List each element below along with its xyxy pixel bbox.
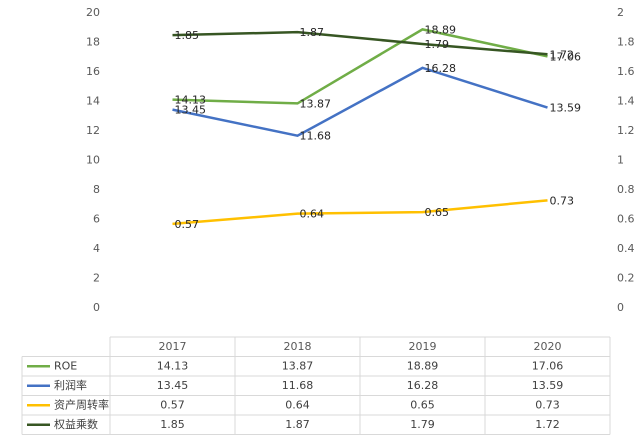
table-cell: 13.87 (282, 359, 314, 372)
y2-tick-label: 0.6 (617, 213, 635, 226)
y2-tick-label: 1.4 (617, 95, 635, 108)
table-cell: 0.64 (285, 398, 310, 411)
data-label: 0.64 (300, 208, 325, 221)
data-label: 13.59 (550, 102, 582, 115)
x-tick-label: 2018 (284, 340, 312, 353)
y-tick-label: 14 (86, 95, 100, 108)
y-tick-label: 20 (86, 6, 100, 19)
y-tick-label: 6 (93, 213, 100, 226)
table-cell: 0.73 (535, 398, 560, 411)
table-cell: 17.06 (532, 359, 564, 372)
y-tick-label: 4 (93, 242, 100, 255)
y-tick-label: 12 (86, 124, 100, 137)
data-label: 11.68 (300, 130, 332, 143)
data-label: 17.06 (550, 50, 582, 63)
series-line (172, 199, 548, 226)
x-tick-label: 2017 (159, 340, 187, 353)
table-cell: 1.79 (410, 418, 435, 431)
x-tick-label: 2020 (534, 340, 562, 353)
table-cell: 18.89 (407, 359, 439, 372)
legend-label: ROE (54, 359, 77, 372)
y-tick-label: 2 (93, 272, 100, 285)
y2-tick-label: 1 (617, 154, 624, 167)
table-cell: 11.68 (282, 379, 314, 392)
y-tick-label: 10 (86, 154, 100, 167)
series-line (172, 28, 548, 105)
y-tick-label: 0 (93, 301, 100, 314)
y2-tick-label: 0.4 (617, 242, 635, 255)
data-label: 18.89 (425, 23, 457, 36)
table-cell: 13.59 (532, 379, 564, 392)
x-tick-label: 2019 (409, 340, 437, 353)
legend-label: 资产周转率 (54, 397, 109, 411)
data-label: 13.87 (300, 97, 332, 110)
y2-tick-label: 1.8 (617, 36, 635, 49)
table-cell: 14.13 (157, 359, 189, 372)
data-label: 0.73 (550, 194, 575, 207)
table-cell: 0.65 (410, 398, 435, 411)
table-cell: 1.87 (285, 418, 310, 431)
y2-tick-label: 0.8 (617, 183, 635, 196)
series-line (172, 66, 548, 138)
y2-tick-label: 1.2 (617, 124, 635, 137)
data-label: 16.28 (425, 62, 457, 75)
y2-tick-label: 1.6 (617, 65, 635, 78)
data-label: 0.57 (175, 218, 200, 231)
table-cell: 1.72 (535, 418, 560, 431)
legend-label: 权益乘数 (54, 417, 98, 431)
table-cell: 1.85 (160, 418, 185, 431)
y2-tick-label: 2 (617, 6, 624, 19)
table-cell: 13.45 (157, 379, 189, 392)
data-label: 1.87 (300, 26, 325, 39)
y-tick-label: 8 (93, 183, 100, 196)
data-label: 1.79 (425, 38, 450, 51)
series-line (172, 30, 548, 56)
data-label: 1.72 (550, 48, 575, 61)
legend-label: 利润率 (54, 378, 87, 392)
y2-tick-label: 0.2 (617, 272, 635, 285)
y-tick-label: 18 (86, 36, 100, 49)
data-label: 14.13 (175, 94, 207, 107)
table-cell: 0.57 (160, 398, 185, 411)
y2-tick-label: 0 (617, 301, 624, 314)
y-tick-label: 16 (86, 65, 100, 78)
table-cell: 16.28 (407, 379, 439, 392)
data-label: 13.45 (175, 104, 207, 117)
data-label: 0.65 (425, 206, 450, 219)
data-label: 1.85 (175, 29, 200, 42)
